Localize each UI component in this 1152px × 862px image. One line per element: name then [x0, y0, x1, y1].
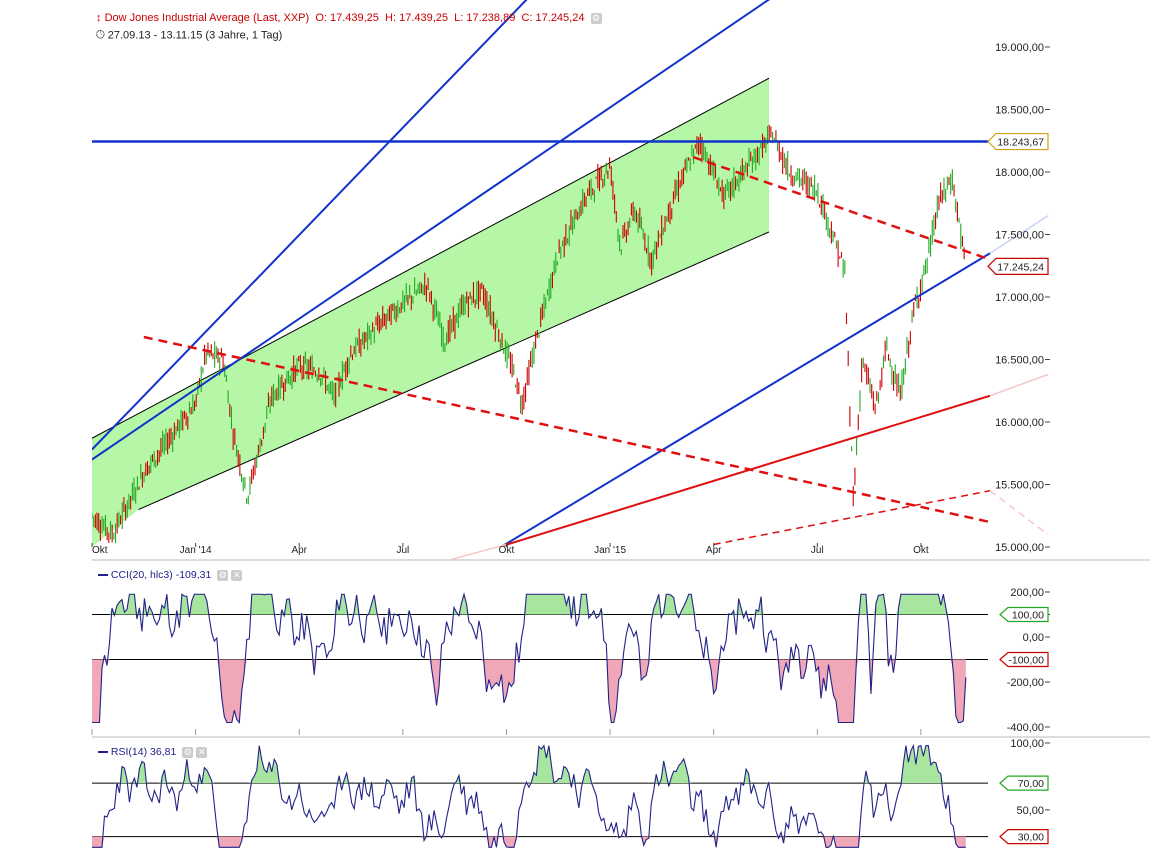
instrument-title: Dow Jones Industrial Average (Last, XXP)	[104, 12, 310, 24]
dashed-support-red	[713, 490, 991, 546]
cci-value: -109,31	[175, 569, 212, 581]
trendline-blue-lower	[502, 252, 991, 547]
price-panel	[92, 0, 991, 547]
cci-legend: CCI(20, hlc3) -109,31 ⚙ ✕	[98, 569, 243, 581]
rsi-lower-tag-text: 30,00	[1018, 832, 1044, 844]
rsi-upper-tag-text: 70,00	[1018, 778, 1044, 790]
level-tag-text: 18.243,67	[997, 137, 1044, 149]
rsi-line	[92, 743, 966, 848]
cci-upper-tag: 100,00	[999, 606, 1049, 623]
x-tick-label: Jan '14	[180, 545, 212, 556]
x-tick-label: Okt	[913, 545, 929, 556]
x-tick-label: Jul	[396, 545, 409, 556]
trendline-red-ext	[451, 543, 507, 561]
last-price-tag-box	[987, 257, 1049, 275]
cci-lower-tag-box	[999, 651, 1049, 668]
rsi-lower-tag: 30,00	[999, 829, 1049, 845]
settings-icon[interactable]: ⚙	[217, 569, 229, 581]
cci-upper-tag-box	[999, 606, 1049, 623]
level-tag-box	[987, 132, 1049, 151]
close-value: C: 17.245,24	[521, 12, 585, 24]
settings-icon[interactable]: ⚙	[590, 12, 602, 24]
x-tick-label: Apr	[706, 545, 722, 556]
rsi-title: RSI(14)	[110, 746, 148, 758]
cci-lower-tag-text: -100,00	[1008, 655, 1044, 667]
y-tick-label: 16.000,00	[995, 417, 1044, 429]
close-icon[interactable]: ✕	[231, 569, 243, 581]
high-value: H: 17.439,25	[385, 12, 449, 24]
x-tick-label: Apr	[291, 545, 307, 556]
cci-line	[92, 592, 967, 724]
rsi-legend: RSI(14) 36,81 ⚙ ✕	[98, 746, 208, 758]
chart-type-icon: ↕	[96, 12, 102, 25]
cci-upper-tag-text: 100,00	[1012, 610, 1044, 622]
rsi-tick-label: 100,00	[1010, 738, 1044, 750]
x-tick-label: Jul	[811, 545, 824, 556]
rsi-tick-label: 50,00	[1016, 805, 1044, 817]
clock-icon: 🕒︎	[96, 29, 105, 41]
last-price-tag: 17.245,24	[987, 257, 1049, 275]
cci-tick-label: 0,00	[1023, 632, 1044, 644]
date-range: 27.09.13 - 13.11.15 (3 Jahre, 1 Tag)	[107, 29, 283, 42]
rsi-panel: 100,00 50,00 70,00 30,00	[92, 738, 1050, 848]
y-tick-label: 15.500,00	[995, 480, 1044, 492]
rsi-overbought-fill	[92, 745, 966, 784]
cci-overbought-fill	[92, 594, 966, 615]
channel-upper-line	[92, 77, 770, 439]
dashed-resistance-red	[143, 335, 991, 524]
rsi-upper-tag: 70,00	[999, 775, 1049, 791]
trend-channel-fill	[92, 78, 769, 547]
y-tick-label: 16.500,00	[995, 355, 1044, 367]
trendline-red-ext	[989, 373, 1049, 397]
channel-lower-line	[138, 231, 770, 510]
x-tick-label: Jan '15	[594, 545, 626, 556]
date-range-row: 🕒︎ 27.09.13 - 13.11.15 (3 Jahre, 1 Tag)	[96, 29, 282, 42]
cci-tick-label: -200,00	[1007, 677, 1044, 689]
y-tick-label: 18.500,00	[995, 105, 1044, 117]
rsi-upper-tag-box	[999, 775, 1049, 791]
x-tick-label: Okt	[499, 545, 515, 556]
open-value: O: 17.439,25	[315, 12, 379, 24]
level-tag: 18.243,67	[987, 132, 1049, 151]
rsi-lower-tag-box	[999, 829, 1049, 845]
cci-lower-tag: -100,00	[999, 651, 1049, 668]
y-tick-label: 19.000,00	[995, 42, 1044, 54]
y-tick-label: 18.000,00	[995, 167, 1044, 179]
dashed-ext	[989, 490, 1049, 536]
cci-tick-label: 200,00	[1010, 587, 1044, 599]
x-tick-label: Okt	[92, 545, 108, 556]
trendline-blue-steep	[92, 0, 528, 451]
cci-tick-label: -400,00	[1007, 722, 1044, 734]
close-icon[interactable]: ✕	[196, 746, 208, 758]
trendline-red	[502, 394, 991, 547]
last-price-tag-text: 17.245,24	[997, 261, 1044, 273]
chart-header: ↕ Dow Jones Industrial Average (Last, XX…	[96, 12, 602, 24]
y-tick-label: 17.500,00	[995, 230, 1044, 242]
rsi-value: 36,81	[150, 746, 177, 758]
dashed-resistance-red-upper	[692, 155, 991, 261]
cci-title: CCI(20, hlc3)	[110, 569, 173, 581]
cci-panel: -400,00-200,000,00100,00200,00100,00-100…	[92, 587, 1050, 734]
y-tick-label: 17.000,00	[995, 292, 1044, 304]
y-tick-label: 15.000,00	[995, 542, 1044, 554]
trendline-blue-ext	[989, 215, 1049, 254]
low-value: L: 17.238,89	[454, 12, 516, 24]
settings-icon[interactable]: ⚙	[182, 746, 194, 758]
cci-oversold-fill	[92, 659, 966, 723]
trendline-blue	[92, 0, 770, 461]
